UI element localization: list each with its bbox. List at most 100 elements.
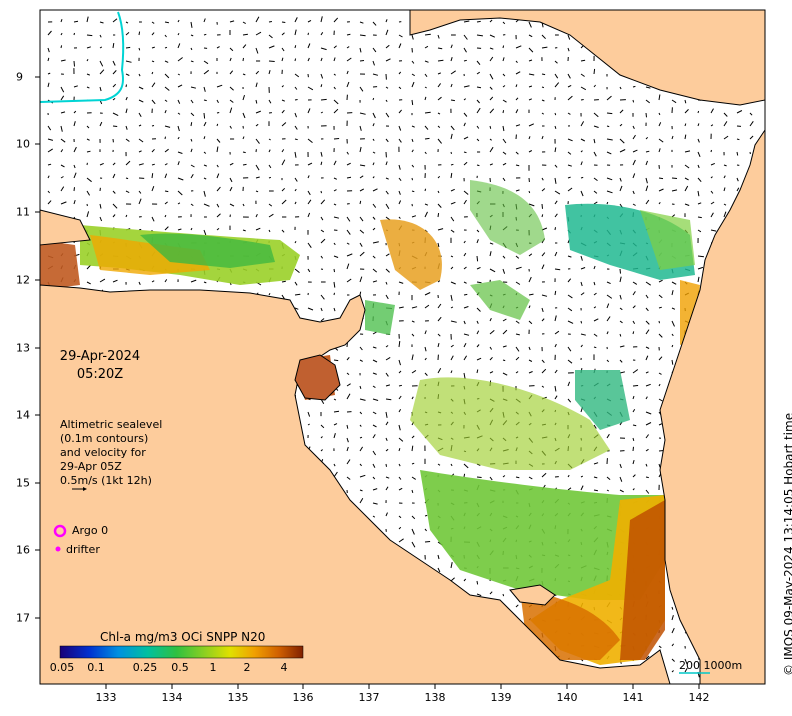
velocity-arrow [372, 515, 376, 518]
velocity-arrow [138, 281, 141, 286]
date-label: 29-Apr-2024 [59, 349, 141, 364]
velocity-arrow [333, 433, 336, 439]
velocity-arrow [671, 177, 678, 179]
velocity-arrow [99, 162, 104, 166]
velocity-arrow [684, 185, 689, 192]
velocity-arrow [658, 306, 662, 309]
velocity-arrow [541, 112, 544, 115]
velocity-arrow [528, 85, 533, 88]
velocity-arrow [671, 615, 674, 621]
velocity-arrow [593, 265, 596, 270]
velocity-arrow [489, 371, 494, 374]
velocity-arrow [437, 316, 442, 322]
velocity-arrow [476, 593, 482, 597]
velocity-arrow [307, 138, 313, 143]
velocity-arrow [47, 148, 53, 153]
velocity-arrow [645, 281, 651, 286]
velocity-arrow [411, 528, 415, 535]
velocity-arrow [359, 251, 365, 257]
velocity-arrow [684, 164, 690, 169]
velocity-arrow [294, 112, 297, 118]
velocity-arrow [281, 85, 284, 88]
velocity-arrow [294, 188, 297, 192]
velocity-arrow [372, 47, 377, 53]
velocity-arrow [632, 305, 636, 309]
velocity-arrow [658, 463, 661, 468]
velocity-arrow [294, 307, 299, 310]
velocity-arrow [164, 125, 171, 128]
velocity-arrow [697, 164, 700, 169]
velocity-arrow [86, 281, 91, 285]
velocity-arrow [320, 161, 323, 166]
velocity-arrow [385, 398, 392, 401]
velocity-arrow [437, 228, 444, 231]
velocity-arrow [73, 121, 76, 127]
velocity-arrow [346, 476, 351, 480]
velocity-arrow [489, 19, 493, 23]
velocity-arrow [398, 526, 402, 530]
velocity-arrow [60, 45, 63, 49]
velocity-arrow [294, 281, 298, 286]
velocity-arrow [320, 229, 325, 233]
velocity-arrow [346, 437, 349, 443]
velocity-arrow [359, 359, 363, 362]
velocity-arrow [385, 437, 388, 441]
velocity-arrow [450, 577, 455, 582]
velocity-arrow [450, 163, 454, 166]
velocity-arrow [606, 281, 611, 285]
velocity-arrow [255, 227, 261, 231]
velocity-arrow [632, 134, 636, 140]
velocity-arrow [489, 317, 492, 322]
velocity-arrow [580, 255, 583, 261]
velocity-arrow [411, 73, 415, 77]
velocity-arrow [268, 292, 271, 296]
velocity-arrow [281, 294, 285, 300]
velocity-arrow [60, 149, 64, 153]
velocity-arrow [346, 229, 351, 235]
argo-label: Argo 0 [72, 524, 109, 537]
map-datetime: 29-Apr-2024 05:20Z [50, 348, 150, 384]
velocity-arrow [645, 86, 651, 89]
velocity-arrow [385, 384, 391, 387]
velocity-arrow [463, 122, 466, 127]
velocity-arrow [86, 73, 90, 76]
velocity-arrow [658, 320, 660, 324]
velocity-arrow [398, 190, 401, 195]
velocity-arrow [346, 33, 351, 36]
velocity-arrow [450, 133, 453, 140]
velocity-arrow [684, 134, 687, 140]
velocity-arrow [606, 294, 613, 299]
velocity-arrow [437, 72, 441, 75]
velocity-arrow [268, 213, 274, 218]
y-tick-label: 10 [16, 137, 30, 151]
velocity-arrow [528, 59, 533, 62]
velocity-arrow [515, 266, 522, 270]
velocity-arrow [489, 56, 494, 62]
velocity-arrow [333, 255, 339, 258]
velocity-arrow [593, 68, 596, 75]
velocity-arrow [580, 176, 584, 179]
velocity-arrow [411, 60, 415, 64]
velocity-arrow [60, 32, 63, 36]
velocity-arrow [489, 73, 494, 80]
velocity-arrow [723, 121, 728, 127]
velocity-arrow [437, 463, 441, 466]
velocity-arrow [463, 85, 470, 88]
velocity-arrow [658, 94, 661, 101]
velocity-arrow [47, 125, 52, 131]
velocity-arrow [346, 242, 350, 245]
velocity-arrow [86, 86, 90, 89]
velocity-arrow [723, 187, 726, 192]
velocity-arrow [424, 528, 427, 532]
velocity-arrow [619, 177, 622, 182]
velocity-arrow [216, 164, 219, 168]
velocity-arrow [476, 580, 479, 585]
velocity-arrow [151, 21, 155, 24]
velocity-arrow [268, 176, 272, 179]
velocity-arrow [164, 173, 168, 179]
plot-frame [39, 9, 766, 685]
velocity-arrow [554, 395, 558, 400]
velocity-arrow [632, 331, 635, 335]
velocity-arrow [554, 385, 557, 392]
velocity-arrow [580, 281, 583, 287]
